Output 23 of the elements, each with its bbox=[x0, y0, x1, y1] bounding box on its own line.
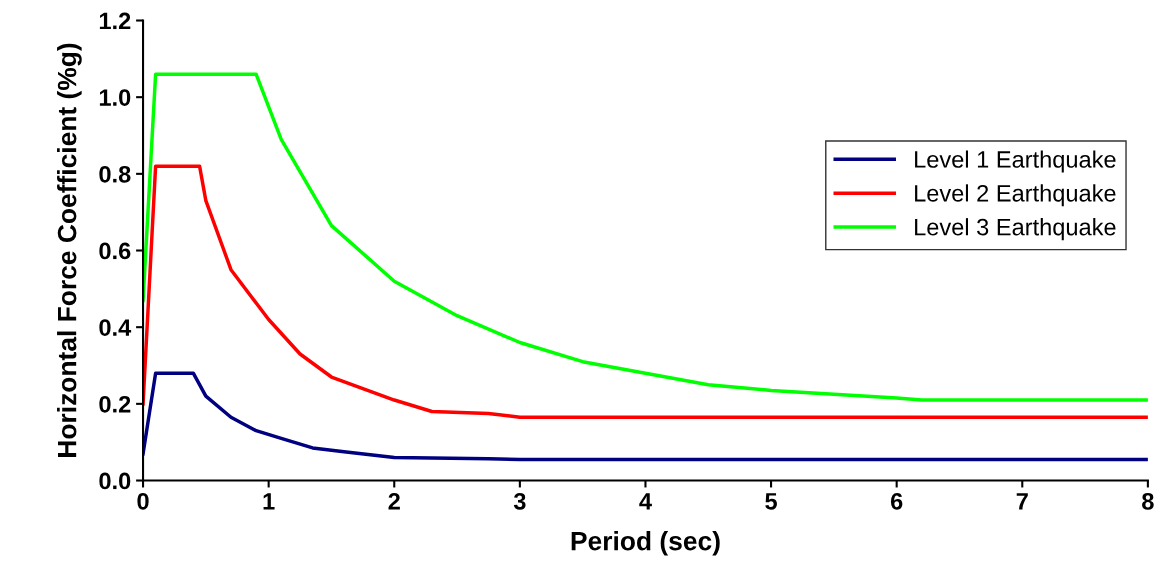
legend-label: Level 1 Earthquake bbox=[915, 150, 1116, 173]
x-tick-label: 1 bbox=[263, 493, 275, 510]
y-tick-label: 1.0 bbox=[99, 89, 131, 106]
y-tick-label: 0.4 bbox=[99, 319, 132, 336]
y-tick-label: 0.2 bbox=[99, 395, 131, 413]
x-tick-label: 3 bbox=[513, 492, 526, 510]
x-tick-label: 0 bbox=[137, 492, 149, 510]
y-axis-title: Horizontal Force Coefficient (%g) bbox=[57, 43, 82, 457]
y-tick-label: 0.8 bbox=[99, 165, 131, 183]
line-series bbox=[143, 371, 1148, 462]
legend-label: Level 3 Earthquake bbox=[915, 218, 1116, 241]
y-tick-label: 0.6 bbox=[99, 242, 131, 260]
line-series bbox=[143, 72, 1148, 402]
legend-label: Level 2 Earthquake bbox=[915, 184, 1116, 207]
x-tick-label: 6 bbox=[890, 492, 903, 510]
x-tick-label: 7 bbox=[1016, 493, 1028, 510]
x-axis-title: Period (sec) bbox=[571, 531, 720, 556]
y-tick-label: 1.2 bbox=[99, 12, 131, 30]
x-tick-label: 2 bbox=[388, 492, 400, 510]
x-tick-label: 4 bbox=[639, 493, 652, 510]
y-tick-label: 0.0 bbox=[99, 472, 131, 490]
x-tick-label: 5 bbox=[765, 493, 777, 510]
x-tick-label: 8 bbox=[1142, 492, 1154, 510]
